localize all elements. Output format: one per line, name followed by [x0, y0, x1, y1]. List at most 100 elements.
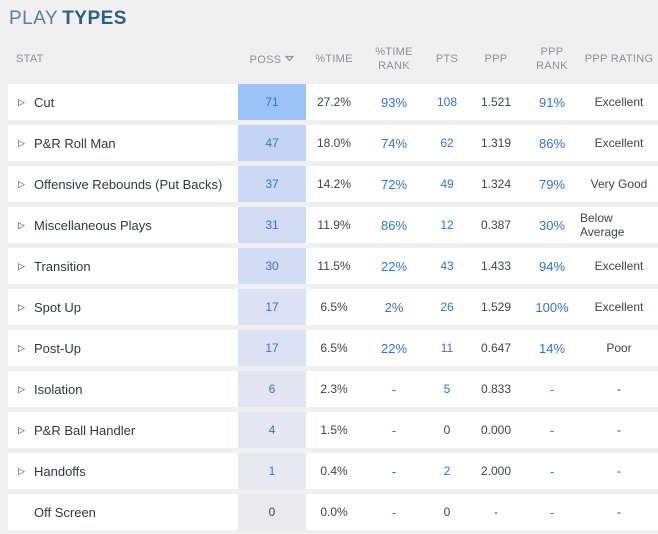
ppp-rating-cell: Excellent: [594, 136, 644, 150]
poss-cell: 4: [238, 412, 306, 448]
ppp-rating-cell: -: [617, 505, 621, 519]
poss-cell: 47: [238, 125, 306, 161]
ppp-rank-cell[interactable]: 100%: [535, 299, 569, 315]
ppp-rating-cell: Excellent: [594, 95, 644, 109]
ppp-rating-cell: Poor: [606, 341, 632, 355]
time-rank-cell[interactable]: 22%: [380, 340, 408, 356]
pts-cell[interactable]: 26: [440, 300, 454, 314]
table-row[interactable]: ▷ Cut 71 27.2% 93% 108 1.521 91% Excelle…: [8, 84, 658, 120]
expand-row-icon[interactable]: ▷: [18, 342, 25, 353]
ppp-rating-cell: -: [617, 423, 621, 437]
time-rank-cell[interactable]: -: [391, 463, 397, 479]
table-row[interactable]: ▷ Offensive Rebounds (Put Backs) 37 14.2…: [8, 166, 658, 202]
pts-cell[interactable]: 43: [440, 259, 454, 273]
stat-cell: ▷ P&R Ball Handler: [8, 412, 238, 448]
time-rank-cell[interactable]: 74%: [380, 135, 408, 151]
expand-row-icon[interactable]: ▷: [18, 424, 25, 435]
time-rank-cell[interactable]: -: [391, 381, 397, 397]
poss-cell: 30: [238, 248, 306, 284]
ppp-rank-cell[interactable]: 86%: [538, 135, 566, 151]
table-row[interactable]: ▷ Spot Up 17 6.5% 2% 26 1.529 100% Excel…: [8, 289, 658, 325]
column-header-poss[interactable]: POSS: [238, 53, 306, 68]
page-title-light: PLAY: [9, 8, 59, 29]
pts-cell[interactable]: 0: [443, 423, 451, 437]
table-row[interactable]: ▷ Isolation 6 2.3% - 5 0.833 - -: [8, 371, 658, 407]
time-rank-cell[interactable]: 2%: [384, 299, 404, 315]
table-row[interactable]: ▷ Handoffs 1 0.4% - 2 2.000 - -: [8, 453, 658, 489]
expand-row-icon[interactable]: ▷: [18, 96, 25, 107]
time-rank-cell[interactable]: 72%: [380, 176, 408, 192]
time-rank-cell[interactable]: 86%: [380, 217, 408, 233]
column-header-ppp-rank[interactable]: PPP RANK: [536, 46, 568, 72]
column-header-stat[interactable]: STAT: [16, 53, 44, 66]
poss-cell: 6: [238, 371, 306, 407]
stat-label: Transition: [34, 258, 91, 274]
ppp-cell: 0.833: [480, 382, 512, 396]
ppp-rank-cell[interactable]: 30%: [538, 217, 566, 233]
time-rank-cell[interactable]: 22%: [380, 258, 408, 274]
column-header-ppp[interactable]: PPP: [484, 53, 508, 66]
pts-cell[interactable]: 49: [440, 177, 454, 191]
ppp-rank-cell[interactable]: 94%: [538, 258, 566, 274]
pts-cell[interactable]: 2: [443, 464, 451, 478]
stat-cell: ▷ Handoffs: [8, 453, 238, 489]
pts-cell[interactable]: 0: [443, 505, 451, 519]
table-row[interactable]: ▷ P&R Roll Man 47 18.0% 74% 62 1.319 86%…: [8, 125, 658, 161]
ppp-cell: 2.000: [480, 464, 512, 478]
ppp-rating-cell: -: [617, 464, 621, 478]
time-cell: 14.2%: [316, 177, 352, 191]
ppp-cell: 0.647: [480, 341, 512, 355]
ppp-rank-cell[interactable]: -: [549, 422, 555, 438]
time-rank-cell[interactable]: -: [391, 422, 397, 438]
time-rank-cell[interactable]: -: [391, 504, 397, 520]
time-cell: 6.5%: [320, 300, 348, 314]
pts-cell[interactable]: 5: [443, 382, 451, 396]
ppp-rank-cell[interactable]: -: [549, 381, 555, 397]
sort-caret-down-icon: [285, 53, 295, 67]
ppp-cell: 1.521: [480, 95, 512, 109]
pts-cell[interactable]: 108: [436, 95, 458, 109]
column-header-time-rank[interactable]: %TIME RANK: [375, 46, 413, 72]
column-header-ppp-rating[interactable]: PPP RATING: [584, 53, 654, 66]
ppp-rank-cell[interactable]: 14%: [538, 340, 566, 356]
time-cell: 0.0%: [320, 505, 348, 519]
pts-cell[interactable]: 12: [440, 218, 454, 232]
table-row[interactable]: ▷ Transition 30 11.5% 22% 43 1.433 94% E…: [8, 248, 658, 284]
poss-cell: 37: [238, 166, 306, 202]
expand-row-icon[interactable]: ▷: [18, 301, 25, 312]
table-row[interactable]: ▷ P&R Ball Handler 4 1.5% - 0 0.000 - -: [8, 412, 658, 448]
stat-label: Off Screen: [34, 504, 96, 520]
ppp-rating-cell: Very Good: [590, 177, 648, 191]
column-header-pts[interactable]: PTS: [435, 53, 459, 66]
ppp-cell: 0.387: [480, 218, 512, 232]
table-row[interactable]: ▷ Miscellaneous Plays 31 11.9% 86% 12 0.…: [8, 207, 658, 243]
column-header-time[interactable]: %TIME: [315, 53, 353, 66]
ppp-rank-cell[interactable]: -: [549, 504, 555, 520]
expand-row-icon[interactable]: ▷: [18, 260, 25, 271]
time-cell: 27.2%: [316, 95, 352, 109]
expand-row-icon[interactable]: ▷: [18, 465, 25, 476]
stat-label: Miscellaneous Plays: [34, 217, 152, 233]
play-types-table: STAT POSS %TIME %TIME RANK PTS PPP PPP R…: [8, 30, 658, 530]
expand-row-icon[interactable]: ▷: [18, 383, 25, 394]
stat-label: Handoffs: [34, 463, 86, 479]
time-cell: 6.5%: [320, 341, 348, 355]
pts-cell[interactable]: 11: [440, 341, 454, 355]
table-row[interactable]: ▷ Post-Up 17 6.5% 22% 11 0.647 14% Poor: [8, 330, 658, 366]
expand-row-icon[interactable]: ▷: [18, 219, 25, 230]
expand-row-icon[interactable]: ▷: [18, 137, 25, 148]
stat-cell: ▷ P&R Roll Man: [8, 125, 238, 161]
stat-cell: ▷ Isolation: [8, 371, 238, 407]
table-row[interactable]: ▷ Off Screen 0 0.0% - 0 - - -: [8, 494, 658, 530]
ppp-cell: 1.319: [480, 136, 512, 150]
ppp-rank-cell[interactable]: -: [549, 463, 555, 479]
stat-label: Cut: [34, 94, 55, 110]
ppp-rating-cell: Excellent: [594, 259, 644, 273]
pts-cell[interactable]: 62: [440, 136, 454, 150]
ppp-rank-cell[interactable]: 79%: [538, 176, 566, 192]
time-cell: 2.3%: [320, 382, 348, 396]
expand-row-icon[interactable]: ▷: [18, 178, 25, 189]
time-rank-cell[interactable]: 93%: [380, 94, 408, 110]
ppp-rank-cell[interactable]: 91%: [538, 94, 566, 110]
ppp-cell: 1.433: [480, 259, 512, 273]
